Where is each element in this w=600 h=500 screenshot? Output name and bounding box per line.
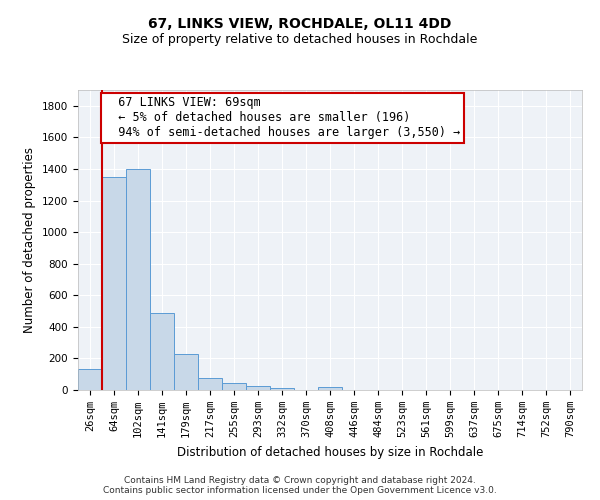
- Text: Size of property relative to detached houses in Rochdale: Size of property relative to detached ho…: [122, 32, 478, 46]
- Bar: [198, 378, 222, 390]
- Text: Contains HM Land Registry data © Crown copyright and database right 2024.
Contai: Contains HM Land Registry data © Crown c…: [103, 476, 497, 495]
- Bar: [150, 312, 174, 390]
- Text: 67 LINKS VIEW: 69sqm
  ← 5% of detached houses are smaller (196)
  94% of semi-d: 67 LINKS VIEW: 69sqm ← 5% of detached ho…: [104, 96, 461, 140]
- Bar: [126, 169, 150, 390]
- Bar: [246, 386, 270, 390]
- Bar: [270, 388, 294, 390]
- Bar: [102, 177, 126, 390]
- Bar: [318, 387, 342, 390]
- Bar: [222, 383, 246, 390]
- Text: 67, LINKS VIEW, ROCHDALE, OL11 4DD: 67, LINKS VIEW, ROCHDALE, OL11 4DD: [148, 18, 452, 32]
- Bar: [78, 368, 102, 390]
- Y-axis label: Number of detached properties: Number of detached properties: [23, 147, 37, 333]
- Bar: [174, 354, 198, 390]
- X-axis label: Distribution of detached houses by size in Rochdale: Distribution of detached houses by size …: [177, 446, 483, 458]
